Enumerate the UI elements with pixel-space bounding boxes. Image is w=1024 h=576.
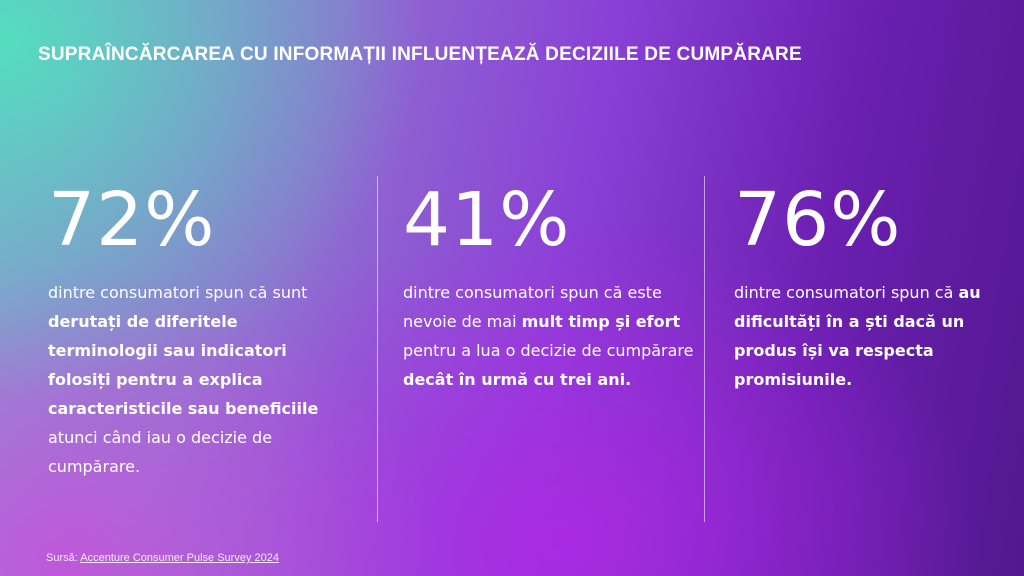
stat-text-2-bold2: decât în urmă cu trei ani. xyxy=(403,370,632,389)
stat-text-2-b: pentru a lua o decizie de cumpărare xyxy=(403,341,694,360)
stat-description-2: dintre consumatori spun că este nevoie d… xyxy=(403,278,695,394)
stat-description-3: dintre consumatori spun că au dificultăț… xyxy=(734,278,1009,394)
source-label: Sursă: xyxy=(46,552,81,564)
slide-title: SUPRAÎNCĂRCAREA CU INFORMAȚII INFLUENȚEA… xyxy=(38,44,802,65)
stat-column-2: 41% dintre consumatori spun că este nevo… xyxy=(403,178,695,394)
stat-column-3: 76% dintre consumatori spun că au dificu… xyxy=(734,178,1009,394)
source-link[interactable]: Accenture Consumer Pulse Survey 2024 xyxy=(80,552,279,564)
stat-number-2: 41% xyxy=(403,177,571,263)
column-divider-1 xyxy=(377,176,378,522)
stat-text-1-a: dintre consumatori spun că sunt xyxy=(48,283,308,302)
stat-text-2-bold: mult timp și efort xyxy=(521,312,681,331)
stat-number-3: 76% xyxy=(734,177,902,263)
stat-text-3-bold: au dificultăți în a ști dacă un produs î… xyxy=(734,283,981,389)
stat-text-1-b: atunci când iau o decizie de cumpărare. xyxy=(48,428,273,476)
stat-description-1: dintre consumatori spun că sunt derutați… xyxy=(48,278,348,481)
stat-text-1-bold: derutați de diferitele terminologii sau … xyxy=(48,312,319,418)
stat-column-1: 72% dintre consumatori spun că sunt deru… xyxy=(48,178,348,481)
stat-text-3-a: dintre consumatori spun că xyxy=(734,283,959,302)
stat-text-2-a: dintre consumatori spun că este nevoie d… xyxy=(403,283,662,331)
column-divider-2 xyxy=(704,176,705,522)
stat-number-1: 72% xyxy=(48,177,216,263)
source-note: Sursă: Accenture Consumer Pulse Survey 2… xyxy=(46,552,279,564)
